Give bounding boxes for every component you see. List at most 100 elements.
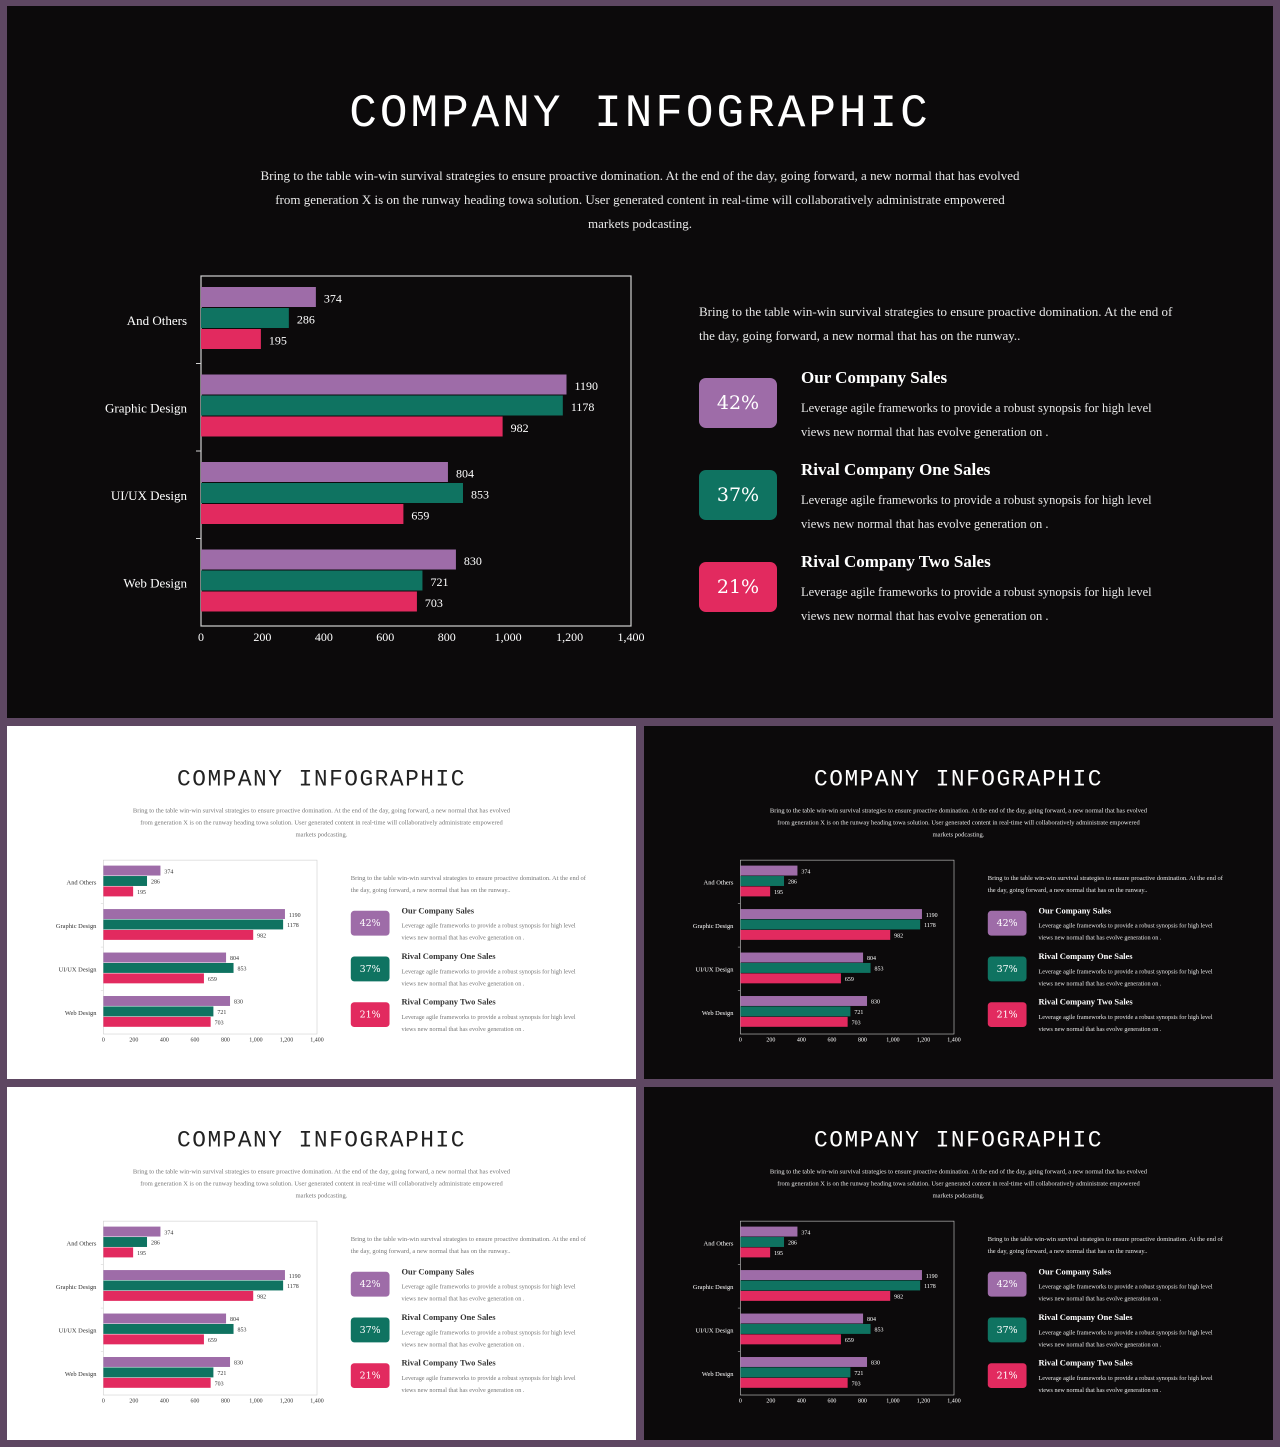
bar [740,876,785,886]
stat-rival-one: 37% Rival Company One Sales Leverage agi… [987,952,1236,995]
bar-chart-svg: And Others 374 286 195 Graphic Design 1190 117… [56,859,324,1043]
bar [740,973,841,984]
bar [103,1280,284,1291]
bar-value-label: 1190 [575,379,599,393]
x-tick-label: 0 [739,1398,742,1404]
stat-description: Leverage agile frameworks to provide a r… [401,967,576,987]
bar-value-label: 195 [137,890,146,896]
bar [103,919,284,930]
bar [740,909,922,920]
bar-value-label: 286 [788,880,797,886]
x-tick-label: 200 [253,630,271,644]
bar [740,1323,871,1334]
x-tick-label: 400 [315,630,333,644]
category-label: Graphic Design [105,400,187,415]
bar-chart-svg: And Others 374 286 195 Graphic Design 1190 117… [693,1220,961,1404]
bar-value-label: 374 [164,869,173,875]
stat-badge: 37% [987,1317,1027,1343]
stat-title: Rival Company Two Sales [1038,1358,1133,1368]
bar [103,929,254,940]
stat-our-company: 42% Our Company Sales Leverage agile fra… [987,1267,1236,1310]
category-label: Web Design [702,1371,734,1378]
slide-content: COMPANY INFOGRAPHIC Bring to the table w… [644,1087,1273,1440]
x-tick-label: 1,000 [495,630,522,644]
bar-value-label: 374 [324,292,342,306]
slide-thumbnail-dark-1[interactable]: COMPANY INFOGRAPHIC Bring to the table w… [644,726,1273,1079]
stat-rival-one: 37% Rival Company One Sales Leverage agi… [350,1313,599,1356]
bar-value-label: 659 [845,1338,854,1344]
bar [103,1357,231,1367]
slide-title: COMPANY INFOGRAPHIC [814,1127,1103,1154]
stat-description: Leverage agile frameworks to provide a r… [801,493,1152,531]
bar-value-label: 659 [411,509,429,523]
bar-value-label: 830 [234,1000,243,1006]
bar [740,929,891,940]
slide-thumbnail-light-1[interactable]: COMPANY INFOGRAPHIC Bring to the table w… [7,726,636,1079]
stat-title: Our Company Sales [401,905,475,916]
plot-frame [740,859,955,1035]
slide-thumbnail-dark-2[interactable]: COMPANY INFOGRAPHIC Bring to the table w… [644,1087,1273,1440]
category-label: UI/UX Design [111,488,188,503]
x-tick-label: 800 [858,1037,867,1043]
slide-preview-large[interactable]: COMPANY INFOGRAPHIC Bring to the table w… [7,6,1273,718]
x-tick-label: 1,000 [249,1398,262,1404]
category-label: And Others [704,879,734,886]
stat-description: Leverage agile frameworks to provide a r… [401,1283,576,1303]
x-tick-label: 400 [160,1398,169,1404]
category-label: UI/UX Design [696,966,735,973]
bar [740,1006,851,1017]
bar [740,1357,868,1367]
stat-title: Rival Company Two Sales [801,552,991,571]
x-tick-label: 200 [766,1037,775,1043]
bar [740,1290,891,1301]
bar-value-label: 374 [164,1230,173,1236]
bar [740,886,771,897]
category-label: Web Design [702,1010,734,1017]
bar-value-label: 1190 [926,913,938,919]
category-label: Graphic Design [693,923,734,930]
stat-description: Leverage agile frameworks to provide a r… [1038,967,1213,987]
bar-value-label: 830 [871,1361,880,1367]
slide-content: COMPANY INFOGRAPHIC Bring to the table w… [644,726,1273,1079]
x-tick-label: 0 [102,1398,105,1404]
bar-chart: And Others 374 286 195 Graphic Design 1190 117… [684,856,972,1045]
bar-value-label: 721 [854,1010,863,1016]
x-tick-label: 600 [190,1037,199,1043]
bar [201,287,316,307]
x-tick-label: 1,000 [249,1037,262,1043]
stat-rival-two: 21% Rival Company Two Sales Leverage agi… [987,1358,1236,1401]
category-label: Web Design [65,1010,97,1017]
slide-title: COMPANY INFOGRAPHIC [177,1127,466,1154]
stat-our-company: 42% Our Company Sales Leverage agile fra… [699,368,1199,454]
side-paragraph: Bring to the table win-win survival stra… [987,874,1223,894]
slide-thumbnail-light-2[interactable]: COMPANY INFOGRAPHIC Bring to the table w… [7,1087,636,1440]
x-tick-label: 0 [102,1037,105,1043]
bar-value-label: 853 [875,967,884,973]
stat-description: Leverage agile frameworks to provide a r… [1038,1283,1213,1303]
bar-value-label: 853 [238,1328,247,1334]
x-tick-label: 1,200 [917,1037,930,1043]
stat-our-company: 42% Our Company Sales Leverage agile fra… [350,1267,599,1310]
bar-value-label: 721 [217,1371,226,1377]
bar-chart: And Others 374 286 195 Graphic Design 1190 117… [87,268,667,648]
bar-value-label: 1178 [287,923,299,929]
intro-paragraph: Bring to the table win-win survival stra… [769,806,1148,838]
bar-value-label: 659 [845,977,854,983]
bar [201,308,289,328]
x-tick-label: 200 [766,1398,775,1404]
slide-content: COMPANY INFOGRAPHIC Bring to the table w… [7,1087,636,1440]
bar-value-label: 804 [867,1317,876,1323]
bar-value-label: 286 [151,1241,160,1247]
bar-value-label: 286 [297,313,315,327]
bar-value-label: 195 [137,1251,146,1257]
bar-value-label: 1190 [289,913,301,919]
bar-value-label: 853 [875,1328,884,1334]
stat-description: Leverage agile frameworks to provide a r… [401,1374,576,1394]
stat-description: Leverage agile frameworks to provide a r… [401,1013,576,1033]
x-tick-label: 1,200 [556,630,583,644]
side-paragraph: Bring to the table win-win survival stra… [987,1235,1223,1255]
stat-title: Our Company Sales [1038,905,1112,916]
bar-value-label: 804 [230,1317,239,1323]
bar-value-label: 721 [217,1010,226,1016]
category-label: Graphic Design [693,1284,734,1291]
